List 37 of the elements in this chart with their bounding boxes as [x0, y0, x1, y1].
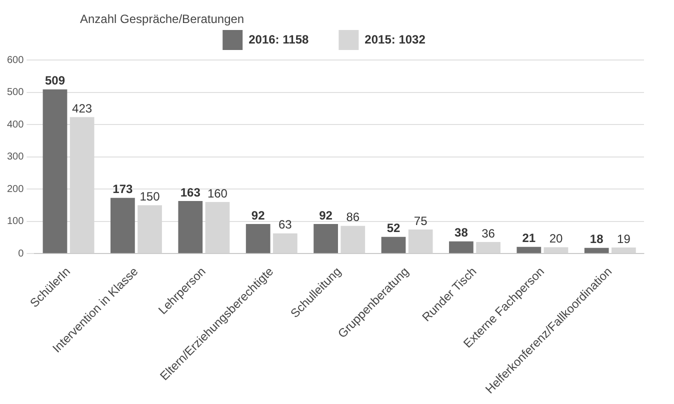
data-label: 163	[180, 185, 201, 200]
data-label: 92	[319, 208, 333, 222]
y-tick-label: 500	[6, 87, 24, 98]
data-label: 509	[44, 74, 66, 88]
legend-label: 2016: 1158	[248, 32, 309, 46]
legend-title: Anzahl Gespräche/Beratungen	[80, 12, 244, 26]
data-label: 173	[112, 182, 134, 196]
data-label: 423	[72, 101, 92, 116]
data-label: 92	[251, 208, 266, 222]
bar	[584, 248, 609, 254]
y-tick-label: 0	[18, 248, 24, 260]
data-label: 150	[140, 190, 160, 204]
data-label: 18	[590, 232, 604, 246]
y-tick-label: 300	[6, 152, 24, 163]
bar	[381, 236, 406, 254]
legend-label: 2015: 1032	[364, 32, 426, 46]
y-tick-label: 400	[6, 119, 24, 130]
data-label: 63	[278, 218, 292, 232]
bar	[449, 241, 474, 254]
y-tick-label: 200	[6, 184, 24, 195]
bar	[516, 246, 542, 254]
data-label: 52	[386, 221, 400, 236]
data-label: 86	[346, 210, 360, 224]
bar	[246, 224, 270, 254]
data-label: 75	[414, 214, 428, 228]
data-label: 38	[454, 226, 468, 240]
bar	[314, 224, 338, 254]
bar	[178, 201, 203, 254]
data-label: 19	[617, 232, 631, 246]
data-label: 21	[522, 231, 536, 246]
data-label: 36	[482, 226, 496, 240]
y-tick-label: 600	[6, 54, 24, 66]
data-label: 160	[207, 186, 228, 200]
bar	[110, 198, 135, 254]
data-label: 20	[549, 232, 563, 246]
y-tick-label: 100	[6, 216, 24, 228]
bar	[42, 89, 68, 254]
